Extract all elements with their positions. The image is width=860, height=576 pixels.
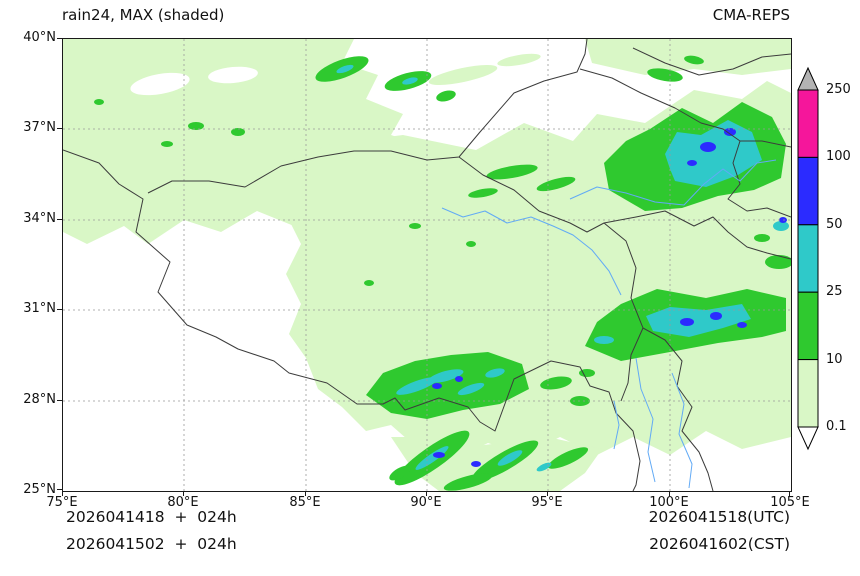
tick-mark <box>789 491 790 496</box>
y-tick-label: 28°N <box>23 392 56 407</box>
dry-gaps <box>130 66 258 96</box>
tick-mark <box>426 491 427 496</box>
plot-title: rain24, MAX (shaded) <box>62 6 225 24</box>
tick-mark <box>669 491 670 496</box>
tick-mark <box>547 491 548 496</box>
init-time-block: 2026041418 + 024h 2026041502 + 024h <box>66 504 237 558</box>
x-tick-label: 105°E <box>770 495 810 510</box>
y-tick-label: 40°N <box>23 30 56 45</box>
tick-mark <box>57 38 62 39</box>
init-time-line: 2026041502 + 024h <box>66 535 237 553</box>
y-tick-label: 34°N <box>23 211 56 226</box>
colorbar-seg-100-250 <box>797 89 819 158</box>
province-boundaries <box>63 39 791 491</box>
colorbar <box>797 66 819 451</box>
colorbar-over-arrow <box>797 66 819 91</box>
x-tick-label: 80°E <box>167 495 199 510</box>
x-tick-label: 95°E <box>531 495 563 510</box>
tick-mark <box>57 128 62 129</box>
model-name: CMA-REPS <box>712 6 790 24</box>
x-tick-label: 100°E <box>649 495 689 510</box>
colorbar-label: 250 <box>826 82 851 97</box>
x-tick-label: 85°E <box>289 495 321 510</box>
y-tick-label: 31°N <box>23 301 56 316</box>
x-tick-label: 75°E <box>46 495 78 510</box>
colorbar-label: 100 <box>826 149 851 164</box>
y-tick-label: 37°N <box>23 120 56 135</box>
colorbar-seg-0.1-10 <box>797 359 819 428</box>
valid-time-line: 2026041518(UTC) <box>648 508 790 526</box>
y-tick-label: 25°N <box>23 482 56 497</box>
tick-mark <box>57 489 62 490</box>
colorbar-label: 0.1 <box>826 419 847 434</box>
tick-mark <box>57 400 62 401</box>
colorbar-label: 50 <box>826 217 843 232</box>
gridlines <box>63 39 791 491</box>
colorbar-seg-10-25 <box>797 291 819 361</box>
colorbar-seg-25-50 <box>797 224 819 293</box>
map-canvas <box>62 38 792 492</box>
colorbar-under-arrow <box>797 426 819 451</box>
x-tick-label: 90°E <box>410 495 442 510</box>
tick-mark <box>183 491 184 496</box>
valid-time-line: 2026041602(CST) <box>649 535 790 553</box>
colorbar-label: 10 <box>826 352 843 367</box>
tick-mark <box>57 309 62 310</box>
colorbar-seg-50-100 <box>797 156 819 226</box>
tick-mark <box>305 491 306 496</box>
colorbar-label: 25 <box>826 284 843 299</box>
tick-mark <box>57 219 62 220</box>
init-time-line: 2026041418 + 024h <box>66 508 237 526</box>
valid-time-block: 2026041518(UTC) 2026041602(CST) <box>480 504 790 558</box>
map-plot <box>63 39 791 491</box>
precip-intense-layer <box>432 128 787 467</box>
rivers <box>441 159 777 489</box>
tick-mark <box>62 491 63 496</box>
precip-heavy-layer <box>336 64 789 472</box>
